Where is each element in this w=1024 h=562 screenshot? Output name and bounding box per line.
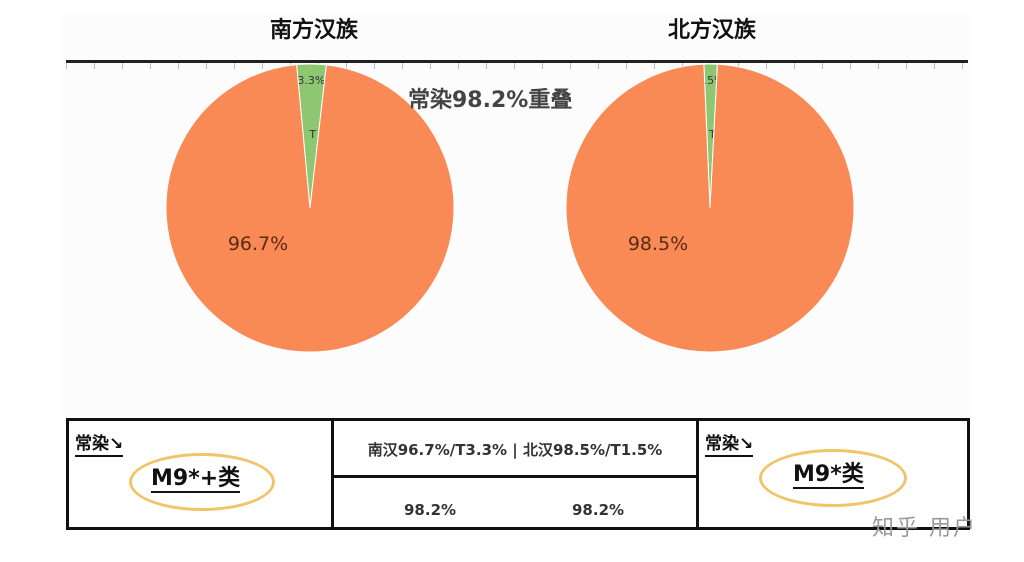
overlap-value-south: 98.2% xyxy=(404,501,457,519)
title-divider xyxy=(66,60,968,63)
watermark: 知乎 用户 xyxy=(872,516,977,541)
slice-category-label: T xyxy=(708,128,716,141)
slice-category-label: T xyxy=(308,128,316,141)
north-pie-chart: 1.5%T98.5% xyxy=(565,63,855,353)
haplogroup-right: M9*类 xyxy=(793,462,864,489)
south-pie-chart: 3.3% T 96.7% xyxy=(165,63,455,353)
autosomal-tag-left: 常染↘ xyxy=(75,429,124,457)
overlap-value-north: 98.2% xyxy=(572,501,625,519)
divider-ticks xyxy=(66,63,968,69)
row-divider xyxy=(334,475,696,478)
comparison-table: 常染↘ M9*+类 南汉96.7%/T3.3% | 北汉98.5%/T1.5% … xyxy=(66,418,970,530)
autosomal-tag-right: 常染↘ xyxy=(705,429,754,457)
south-chart-title: 南方汉族 xyxy=(269,18,358,43)
pie-slice xyxy=(165,64,455,353)
north-chart-title: 北方汉族 xyxy=(667,18,756,43)
frequency-cell: 南汉96.7%/T3.3% | 北汉98.5%/T1.5% 98.2% 98.2… xyxy=(334,421,696,527)
column-divider xyxy=(696,421,699,527)
slice-percent-label: 96.7% xyxy=(228,233,288,255)
haplogroup-left: M9*+类 xyxy=(151,466,241,493)
frequency-header: 南汉96.7%/T3.3% | 北汉98.5%/T1.5% xyxy=(367,441,663,459)
slice-percent-label: 3.3% xyxy=(297,74,325,87)
pie-slice xyxy=(565,63,855,353)
column-divider xyxy=(331,421,334,527)
highlight-ellipse-right xyxy=(759,449,907,507)
slice-percent-label: 98.5% xyxy=(628,233,688,255)
overlap-label: 常染98.2%重叠 xyxy=(408,88,573,113)
south-haplogroup-cell: 常染↘ M9*+类 xyxy=(69,421,331,527)
highlight-ellipse-left xyxy=(129,453,275,511)
north-haplogroup-cell: 常染↘ M9*类 xyxy=(699,421,967,527)
